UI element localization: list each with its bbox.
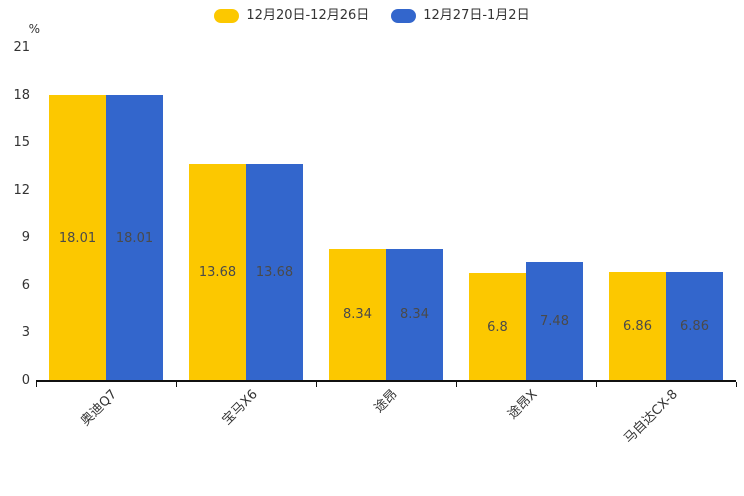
x-axis-tick [736, 382, 737, 387]
bar-value-label: 6.86 [680, 319, 709, 335]
category-label: 途昂X [505, 387, 541, 423]
bar[interactable]: 18.01 [49, 95, 106, 381]
y-tick-label: 12 [13, 182, 30, 198]
category-label: 马自达CX-8 [620, 387, 681, 447]
bar-value-label: 18.01 [58, 230, 97, 246]
y-tick-label: 0 [21, 373, 30, 388]
bar-value-label: 6.8 [487, 319, 508, 335]
x-axis-line [36, 380, 736, 382]
y-axis-unit-label: % [28, 22, 40, 36]
bar[interactable]: 13.68 [246, 164, 303, 381]
bar[interactable]: 6.8 [469, 273, 526, 381]
x-axis-tick [596, 382, 597, 387]
bar[interactable]: 13.68 [189, 164, 246, 381]
category-label: 途昂 [371, 387, 401, 417]
legend-swatch-week2-icon [391, 9, 417, 23]
bar-value-label: 7.48 [540, 314, 569, 330]
y-tick-label: 3 [21, 325, 30, 341]
y-tick-label: 21 [13, 40, 30, 55]
bar[interactable]: 18.01 [106, 95, 163, 381]
y-tick-label: 15 [13, 135, 30, 151]
bar[interactable]: 8.34 [329, 248, 386, 381]
x-axis-tick [176, 382, 177, 387]
x-axis-tick [456, 382, 457, 387]
x-axis-tick [316, 382, 317, 387]
y-tick-label: 6 [21, 277, 30, 293]
legend-label-week2: 12月27日-1月2日 [423, 8, 530, 23]
legend-item-week2[interactable]: 12月27日-1月2日 [391, 8, 530, 24]
bar-value-label: 13.68 [255, 265, 294, 281]
legend-label-week1: 12月20日-12月26日 [246, 8, 370, 23]
x-axis-tick [36, 382, 37, 387]
legend-swatch-week1-icon [214, 9, 240, 23]
category-label: 奥迪Q7 [78, 387, 121, 430]
bar-value-label: 8.34 [400, 307, 429, 323]
bar-value-label: 13.68 [198, 265, 237, 281]
y-tick-label: 18 [13, 87, 30, 103]
bar[interactable]: 8.34 [386, 248, 443, 381]
legend-item-week1[interactable]: 12月20日-12月26日 [214, 8, 369, 24]
y-tick-label: 9 [21, 230, 30, 246]
bar-value-label: 6.86 [623, 319, 652, 335]
chart-legend: 12月20日-12月26日 12月27日-1月2日 [0, 8, 744, 24]
bar[interactable]: 6.86 [609, 272, 666, 381]
bar[interactable]: 7.48 [526, 262, 583, 381]
bar-value-label: 8.34 [343, 307, 372, 323]
category-label: 宝马X6 [219, 387, 261, 429]
bar-value-label: 18.01 [115, 230, 154, 246]
bar[interactable]: 6.86 [666, 272, 723, 381]
